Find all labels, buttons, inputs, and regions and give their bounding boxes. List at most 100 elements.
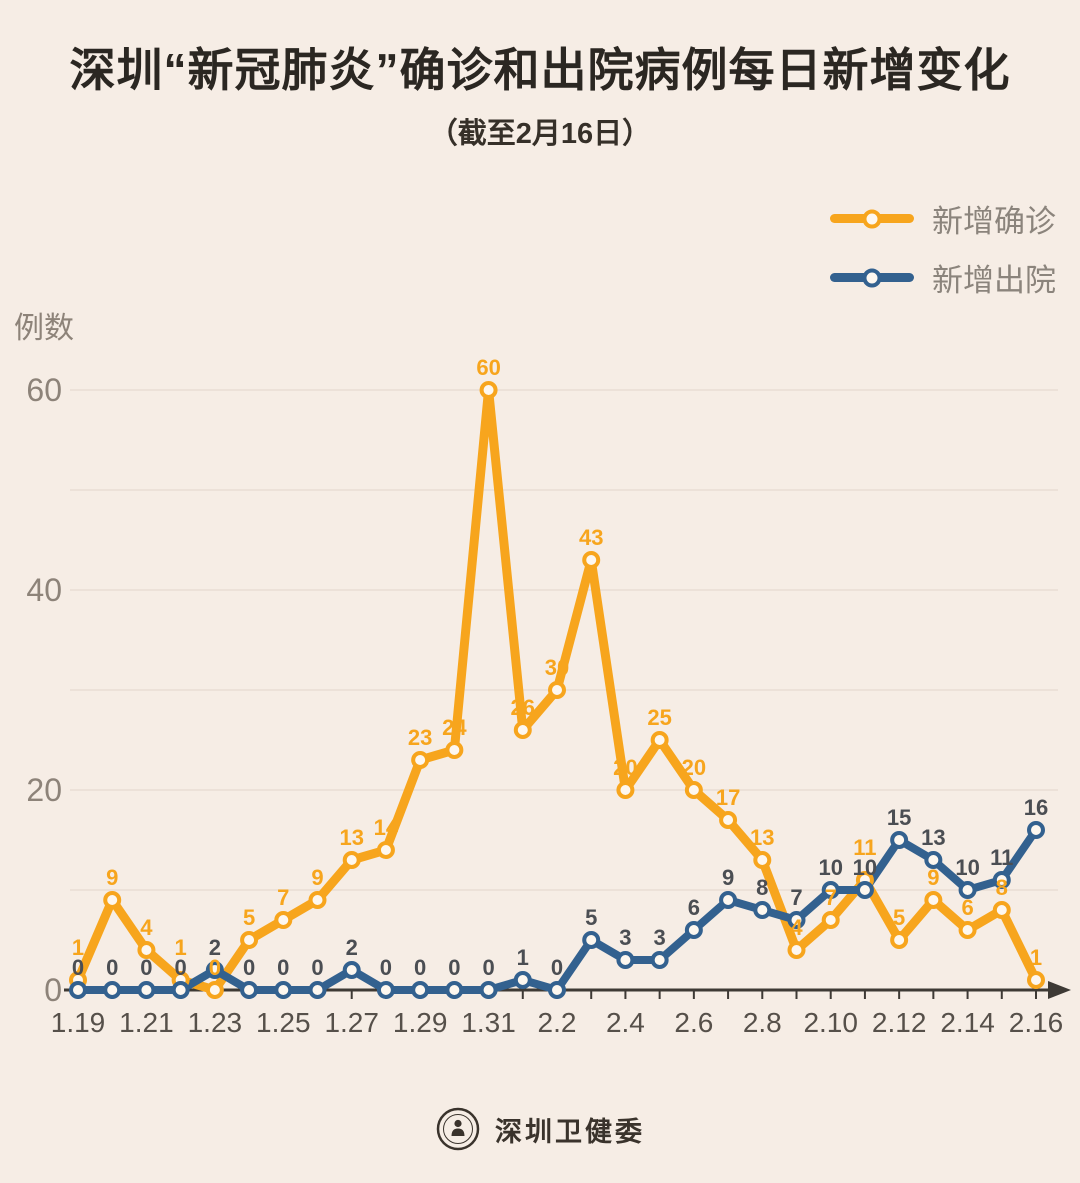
chart-legend: 新增确诊 新增出院: [830, 196, 1056, 300]
discharged-point-label: 2: [346, 935, 358, 960]
legend-item-confirmed: 新增确诊: [830, 196, 1056, 241]
x-axis-tick-label: 1.27: [324, 1007, 379, 1038]
discharged-point-label: 11: [990, 845, 1013, 870]
x-axis-tick-label: 1.31: [461, 1007, 516, 1038]
confirmed-point: [650, 731, 669, 749]
confirmed-point: [753, 851, 772, 869]
confirmed-point-label: 26: [511, 695, 535, 720]
discharged-point: [240, 981, 259, 999]
confirmed-point: [513, 721, 532, 739]
y-axis-tick-label: 20: [26, 772, 62, 808]
discharged-point: [890, 831, 909, 849]
x-axis-tick-label: 1.21: [119, 1007, 174, 1038]
x-axis-tick-label: 2.6: [674, 1007, 713, 1038]
confirmed-point-label: 5: [893, 905, 905, 930]
footer: 深圳卫健委: [0, 1106, 1080, 1152]
x-axis-tick-label: 2.14: [940, 1007, 995, 1038]
confirmed-point-label: 9: [311, 865, 323, 890]
confirmed-point: [376, 841, 395, 859]
discharged-point: [274, 981, 293, 999]
confirmed-line: [73, 385, 1041, 995]
discharged-point-label: 0: [243, 955, 255, 980]
confirmed-point-label: 60: [476, 355, 500, 380]
y-axis-tick-label: 40: [26, 572, 62, 608]
x-axis-tick-label: 1.19: [51, 1007, 106, 1038]
confirmed-point-label: 6: [961, 895, 973, 920]
discharged-point: [376, 981, 395, 999]
confirmed-point-label: 8: [996, 875, 1008, 900]
discharged-point: [513, 971, 532, 989]
x-axis-arrow-icon: [1048, 981, 1071, 999]
x-axis-tick-label: 2.12: [872, 1007, 927, 1038]
confirmed-point-label: 25: [647, 705, 671, 730]
discharged-point-label: 9: [722, 865, 734, 890]
confirmed-point: [787, 941, 806, 959]
y-axis-title: 例数: [14, 312, 74, 345]
y-axis-tick-label: 60: [26, 372, 62, 408]
page-subtitle: （截至2月16日）: [428, 118, 652, 150]
confirmed-point: [890, 931, 909, 949]
x-axis-tick-label: 2.4: [606, 1007, 645, 1038]
confirmed-point: [240, 931, 259, 949]
discharged-point: [411, 981, 430, 999]
discharged-point: [992, 871, 1011, 889]
discharged-point-label: 10: [955, 855, 979, 880]
confirmed-point-label: 5: [243, 905, 255, 930]
confirmed-point: [445, 741, 464, 759]
discharged-point: [479, 981, 498, 999]
confirmed-point: [308, 891, 327, 909]
confirmed-point: [992, 901, 1011, 919]
discharged-point-label: 0: [175, 955, 187, 980]
discharged-point: [1027, 821, 1045, 839]
discharged-point: [958, 881, 977, 899]
discharged-point-label: 0: [551, 955, 563, 980]
confirmed-point-label: 1: [175, 935, 187, 960]
discharged-line: [74, 826, 1040, 994]
discharged-point-label: 6: [688, 895, 700, 920]
confirmed-point-label: 1: [1030, 945, 1042, 970]
discharged-point-label: 13: [921, 825, 945, 850]
confirmed-point-label: 1: [72, 935, 84, 960]
confirmed-marker-icon: [862, 209, 882, 228]
discharged-point: [171, 981, 190, 999]
confirmed-point-label: 30: [545, 655, 569, 680]
discharged-point: [308, 981, 327, 999]
discharged-point: [821, 881, 840, 899]
confirmed-point-label: 0: [209, 955, 221, 980]
discharged-point-label: 1: [517, 945, 529, 970]
x-axis-tick-label: 1.25: [256, 1007, 311, 1038]
confirmed-point-label: 9: [927, 865, 939, 890]
x-axis-tick-label: 2.16: [1009, 1007, 1064, 1038]
x-axis-tick-label: 2.10: [803, 1007, 858, 1038]
confirmed-point: [616, 781, 635, 799]
discharged-point-label: 0: [482, 955, 494, 980]
discharged-point-label: 5: [585, 905, 597, 930]
y-axis-tick-label: 0: [44, 972, 62, 1008]
discharged-point-label: 0: [414, 955, 426, 980]
confirmed-point: [205, 981, 224, 999]
confirmed-point-label: 11: [853, 835, 876, 860]
confirmed-point-label: 43: [579, 525, 603, 550]
confirmed-point: [821, 911, 840, 929]
confirmed-point-label: 9: [106, 865, 118, 890]
discharged-point: [753, 901, 772, 919]
confirmed-point-label: 24: [442, 715, 467, 740]
discharged-point: [924, 851, 943, 869]
discharged-point-label: 0: [106, 955, 118, 980]
discharged-point: [103, 981, 122, 999]
confirmed-point-label: 20: [682, 755, 706, 780]
discharged-point-label: 0: [140, 955, 152, 980]
confirmed-point: [958, 921, 977, 939]
discharged-point: [650, 951, 669, 969]
discharged-point-label: 16: [1024, 795, 1048, 820]
discharged-point-label: 8: [756, 875, 768, 900]
legend-item-discharged: 新增出院: [830, 255, 1056, 300]
confirmed-point: [137, 941, 156, 959]
x-axis-tick-label: 2.2: [538, 1007, 577, 1038]
confirmed-point: [719, 811, 738, 829]
confirmed-point-label: 7: [825, 885, 837, 910]
confirmed-point-label: 20: [613, 755, 637, 780]
legend-label-confirmed: 新增确诊: [932, 204, 1056, 239]
discharged-point: [684, 921, 703, 939]
confirmed-point: [69, 971, 87, 989]
